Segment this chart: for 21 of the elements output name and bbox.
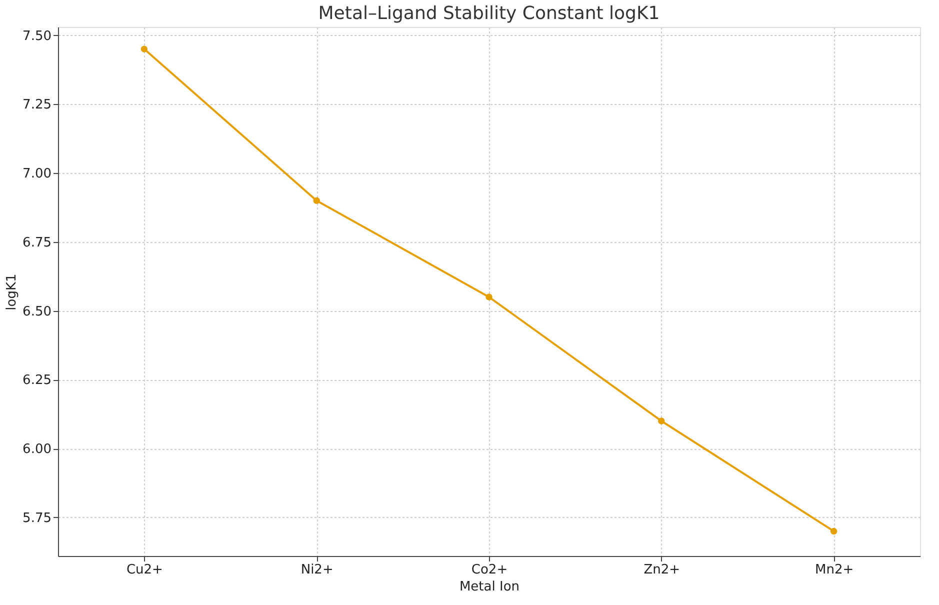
y-tick-label: 6.75 — [22, 235, 52, 250]
point — [830, 528, 838, 535]
y-tick-label: 6.25 — [22, 373, 52, 388]
y-tick-label: 6.50 — [22, 304, 52, 320]
y-axis-title: logK1 — [4, 274, 20, 310]
y-tick-label: 6.00 — [22, 442, 52, 458]
point — [486, 294, 492, 300]
x-tick-label: Mn2+ — [814, 562, 854, 578]
y-tick-label: 5.75 — [22, 510, 52, 526]
x-tick-label: Cu2+ — [126, 562, 163, 578]
y-tick-label: 7.00 — [22, 166, 52, 182]
x-axis-title: Metal Ion — [459, 580, 520, 594]
chart-title: Metal–Ligand Stability Constant logK1 — [318, 3, 660, 24]
y-tick-label: 7.50 — [22, 28, 52, 44]
x-tick-label: Zn2+ — [644, 562, 680, 578]
point — [313, 197, 320, 204]
point — [658, 418, 665, 424]
x-tick-label: Co2+ — [471, 562, 508, 578]
x-tick-label: Ni2+ — [300, 562, 334, 578]
point — [140, 46, 148, 52]
y-tick-label: 7.25 — [22, 98, 52, 113]
